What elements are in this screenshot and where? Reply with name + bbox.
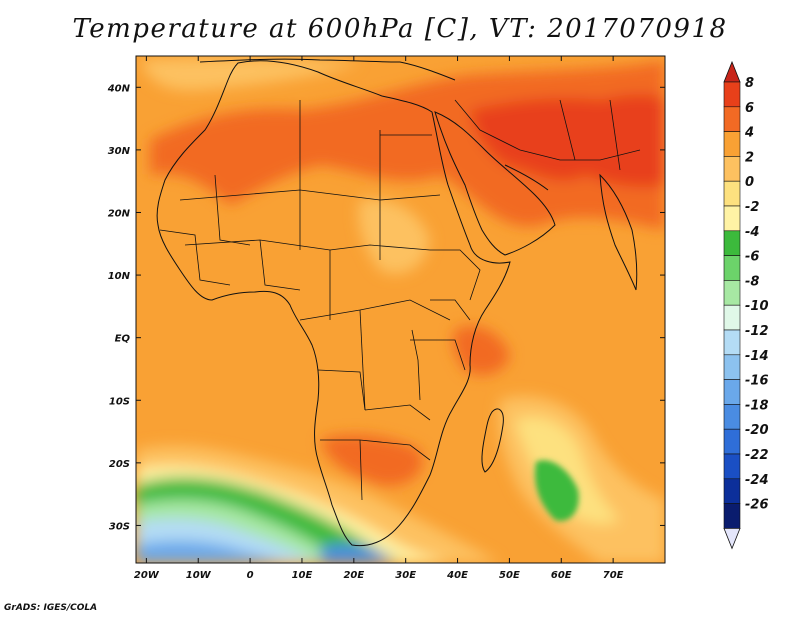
lat-tick-label: 30S [109, 521, 130, 532]
border-tanzania [410, 339, 466, 371]
longitude-ticks: 20W 10W 0 10E 20E 30E 40E 50E 60E 70E [134, 56, 624, 581]
field-cold-minus18-core-east [320, 544, 395, 563]
colorbar-label: -22 [745, 448, 769, 463]
colorbar-label: 0 [745, 175, 754, 190]
india-coastline [599, 173, 638, 291]
lat-tick-label: 10N [108, 271, 131, 282]
colorbar-cell [723, 478, 741, 504]
colorbar-cell [723, 205, 741, 232]
border-southern [320, 439, 431, 461]
lat-tick-label: 20N [108, 208, 131, 219]
lat-tick-label: 40N [107, 83, 131, 94]
colorbar-cell [723, 131, 741, 157]
colorbar-label: -14 [745, 349, 769, 364]
field-hot-8-asia [470, 94, 665, 187]
colorbar-label: 4 [744, 126, 754, 141]
colorbar-bottom-arrow [723, 528, 741, 550]
lon-tick-label: 50E [499, 570, 520, 581]
colorbar-label: -12 [745, 324, 769, 339]
colorbar-cell [723, 156, 741, 182]
field-mild-0-indian-ocean [515, 416, 620, 524]
colorbar-cell [723, 255, 741, 281]
border-zambia [364, 404, 431, 421]
lat-tick-label: 30N [108, 146, 131, 157]
lon-tick-label: 0 [247, 570, 254, 581]
colorbar-cell [723, 503, 741, 529]
colorbar-cell [723, 354, 741, 380]
colorbar-cell [723, 180, 741, 207]
colorbar-cell [723, 428, 741, 455]
colorbar-label: -26 [745, 498, 769, 513]
colorbar-label: -18 [745, 398, 769, 413]
field-cold-minus4-madagascar-east [534, 460, 579, 521]
colorbar-cell [723, 329, 741, 356]
colorbar-label: -16 [745, 374, 769, 389]
temperature-field [136, 56, 665, 563]
border-pakistan [609, 99, 621, 171]
colorbar-label: -6 [745, 250, 759, 265]
colorbar-cell [723, 379, 741, 405]
colorbar-label: -4 [745, 225, 759, 240]
colorbar-cell [723, 81, 741, 108]
footer-credit: GrADS: IGES/COLA [4, 603, 98, 613]
lat-tick-label: 20S [109, 459, 130, 470]
coastlines [156, 58, 638, 547]
chart-title: Temperature at 600hPa [C], VT: 201707091… [72, 14, 728, 44]
lon-tick-label: 60E [551, 570, 572, 581]
africa-coastline [156, 60, 511, 547]
colorbar-label: -8 [745, 274, 759, 289]
border-west-africa [159, 229, 231, 286]
arabia-coastline [434, 111, 556, 256]
field-warm-6-east-africa [453, 326, 510, 375]
colorbar-cell [723, 280, 741, 306]
field-mild-2-sahel [140, 57, 360, 91]
border-kenya [430, 299, 471, 321]
field-warm-6-south [320, 434, 423, 486]
border-iran [559, 99, 576, 161]
lon-tick-label: 30E [395, 570, 416, 581]
colorbar-label: 6 [745, 101, 754, 116]
border-congo-v [359, 309, 366, 411]
lon-tick-label: 40E [446, 570, 468, 581]
lon-tick-label: 20E [343, 570, 364, 581]
lon-tick-label: 70E [603, 570, 624, 581]
colorbar-label: -20 [745, 423, 769, 438]
colorbar-cell [723, 230, 741, 256]
lon-tick-label: 20W [134, 570, 160, 581]
plot-frame [135, 55, 666, 564]
latitude-ticks: 40N 30N 20N 10N EQ 10S 20S 30S [107, 83, 665, 532]
europe-coastline [199, 58, 456, 81]
colorbar-label: -10 [745, 299, 769, 314]
colorbar-label: 8 [745, 76, 754, 91]
colorbar-top-arrow [723, 60, 741, 83]
border-mali [214, 174, 251, 246]
colorbar: 8 6 4 2 0 -2 -4 -6 -8 -10 -12 -14 -16 -18 -20 -22 -24 -26 [723, 60, 769, 550]
border-angola [317, 369, 366, 411]
field-cold-minus16-core [136, 540, 285, 563]
country-borders [159, 99, 641, 501]
colorbar-label: -2 [745, 200, 759, 215]
persian-gulf-coastline [504, 164, 549, 191]
colorbar-cell [723, 453, 741, 480]
colorbar-label: -24 [745, 473, 769, 488]
border-congo [299, 299, 451, 321]
lat-tick-label: EQ [115, 334, 131, 345]
border-lakes [411, 329, 421, 401]
lon-tick-label: 10W [186, 570, 212, 581]
colorbar-label: 2 [745, 150, 754, 165]
colorbar-cell [723, 404, 741, 430]
border-sahara-h [179, 189, 441, 201]
border-middle-east [454, 99, 641, 161]
field-mild-2-central [358, 199, 430, 274]
border-nigeria [259, 239, 301, 291]
lat-tick-label: 10S [109, 396, 130, 407]
lon-tick-label: 10E [292, 570, 313, 581]
border-ethiopia [430, 249, 481, 301]
border-namibia [359, 439, 363, 501]
colorbar-cell [723, 304, 741, 331]
madagascar-coastline [481, 408, 504, 473]
colorbar-cell [723, 106, 741, 132]
